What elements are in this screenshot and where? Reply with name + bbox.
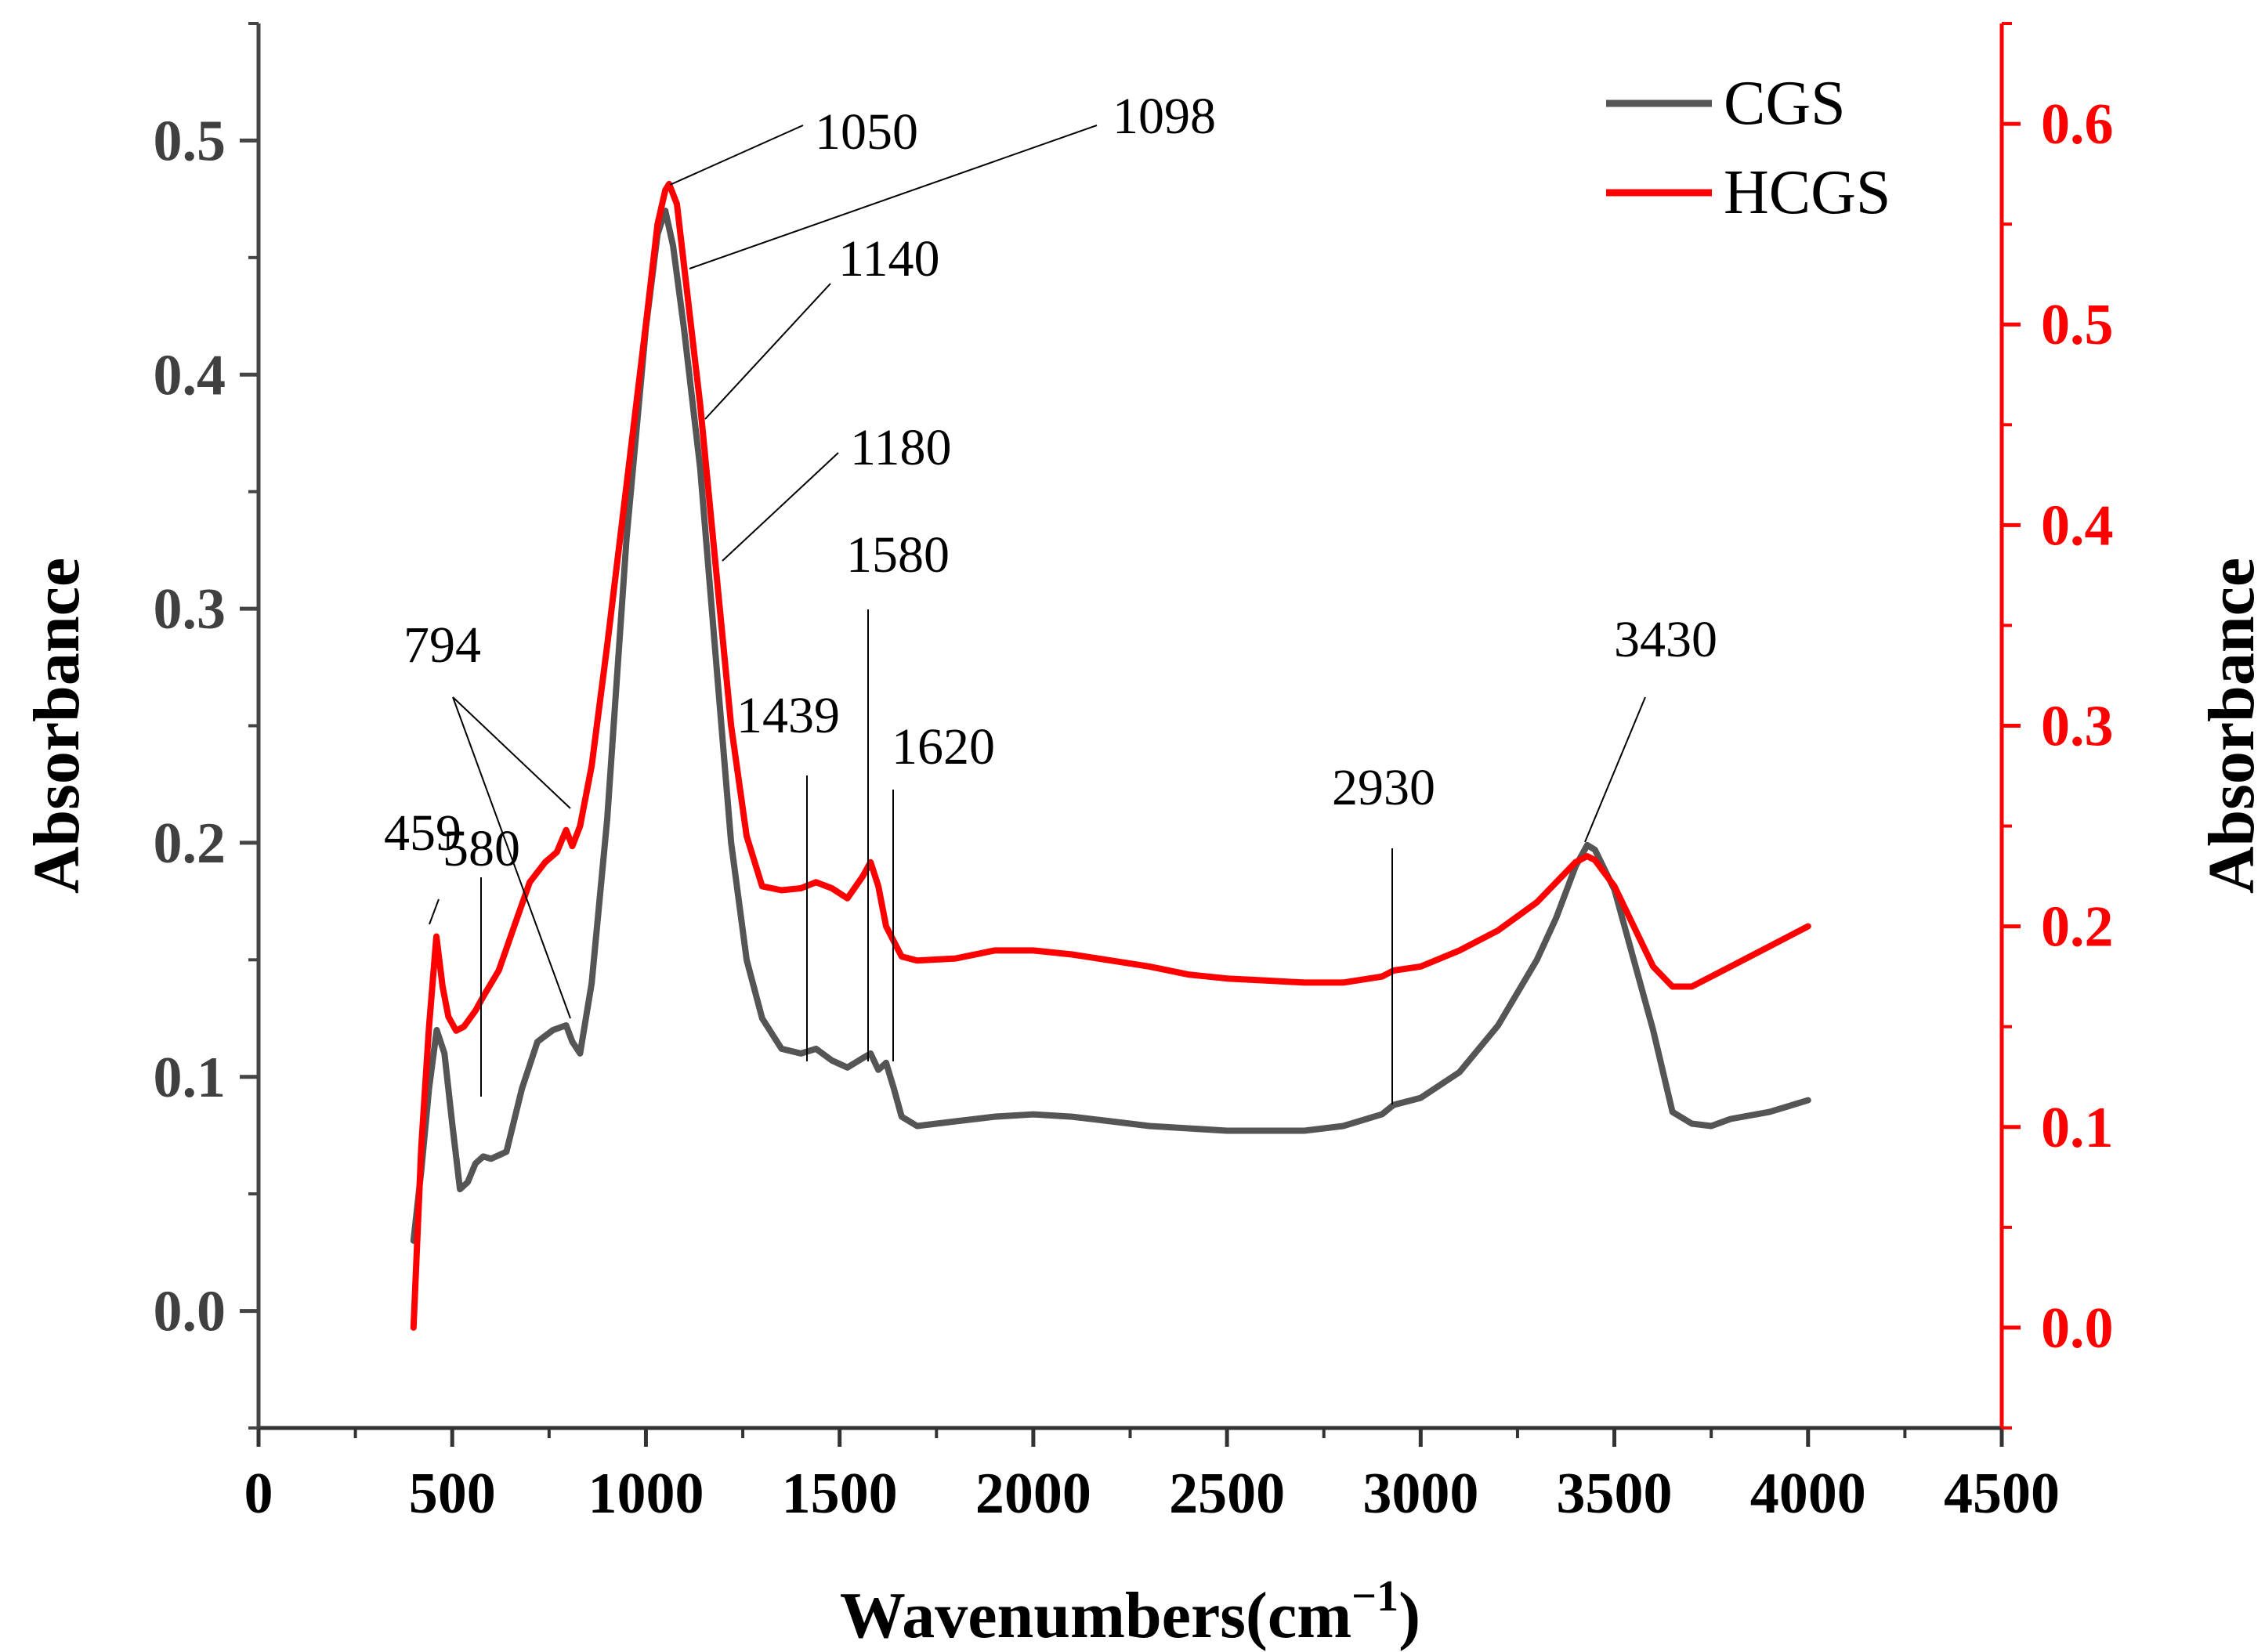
annotation-1098-label: 1098 xyxy=(1113,88,1216,145)
x-axis-title: Wavenumbers(cm−1) xyxy=(840,1572,1420,1652)
y-right-tick-label: 0.6 xyxy=(2041,92,2114,157)
annotation-580-label: 580 xyxy=(443,820,520,877)
annotation-3430-label: 3430 xyxy=(1614,611,1717,668)
annotation-1580-label: 1580 xyxy=(846,526,950,584)
annotation-794-leader xyxy=(452,696,571,1019)
y-right-tick-label: 0.3 xyxy=(2041,695,2114,759)
y-left-tick-label: 0.0 xyxy=(154,1280,226,1344)
x-tick-label: 500 xyxy=(409,1462,496,1526)
annotation-1620-label: 1620 xyxy=(892,718,995,775)
y-right-tick-label: 0.0 xyxy=(2041,1296,2114,1361)
x-tick-label: 4500 xyxy=(1944,1462,2060,1526)
annotation-1050-label: 1050 xyxy=(815,103,918,161)
y-left-tick-label: 0.2 xyxy=(154,812,226,876)
series-line-cgs xyxy=(410,208,1811,1244)
y-right-tick-label: 0.5 xyxy=(2041,293,2114,357)
annotation-1180-label: 1180 xyxy=(850,419,952,476)
x-tick-label: 0 xyxy=(244,1462,273,1526)
y-axis-left-title: Absorbance xyxy=(20,558,93,894)
annotation-3430-leader xyxy=(1584,696,1646,843)
y-left-tick-label: 0.4 xyxy=(154,343,226,407)
annotation-794-label: 794 xyxy=(403,616,481,674)
annotation-1098-leader xyxy=(689,125,1098,269)
x-tick-label: 3000 xyxy=(1362,1462,1478,1526)
annotation-1180-leader xyxy=(722,452,839,562)
y-left-tick-label: 0.3 xyxy=(154,577,226,642)
legend-label-hcgs: HCGS xyxy=(1724,158,1891,227)
x-tick-label: 2500 xyxy=(1169,1462,1285,1526)
annotation-1050-leader xyxy=(669,125,804,186)
annotation-2930-label: 2930 xyxy=(1332,759,1435,816)
x-tick-label: 1500 xyxy=(782,1462,898,1526)
annotation-1140-leader xyxy=(704,283,831,420)
y-left-tick-label: 0.5 xyxy=(154,109,226,173)
y-right-tick-label: 0.1 xyxy=(2041,1096,2114,1160)
x-tick-label: 4000 xyxy=(1750,1462,1866,1526)
series-line-hcgs xyxy=(410,180,1811,1331)
x-tick-label: 2000 xyxy=(975,1462,1091,1526)
annotation-459-leader xyxy=(429,898,440,925)
y-left-tick-label: 0.1 xyxy=(154,1046,226,1110)
annotation-1140-label: 1140 xyxy=(838,230,940,287)
y-right-tick-label: 0.4 xyxy=(2041,493,2114,558)
y-axis-right-title: Absorbance xyxy=(2195,558,2265,894)
x-tick-label: 3500 xyxy=(1557,1462,1673,1526)
annotation-1439-label: 1439 xyxy=(736,687,840,744)
annotation-459-label: 459 xyxy=(384,804,461,862)
legend-label-cgs: CGS xyxy=(1724,69,1846,138)
x-tick-label: 1000 xyxy=(588,1462,704,1526)
y-right-tick-label: 0.2 xyxy=(2041,895,2114,960)
annotation-794-leader xyxy=(452,696,571,809)
